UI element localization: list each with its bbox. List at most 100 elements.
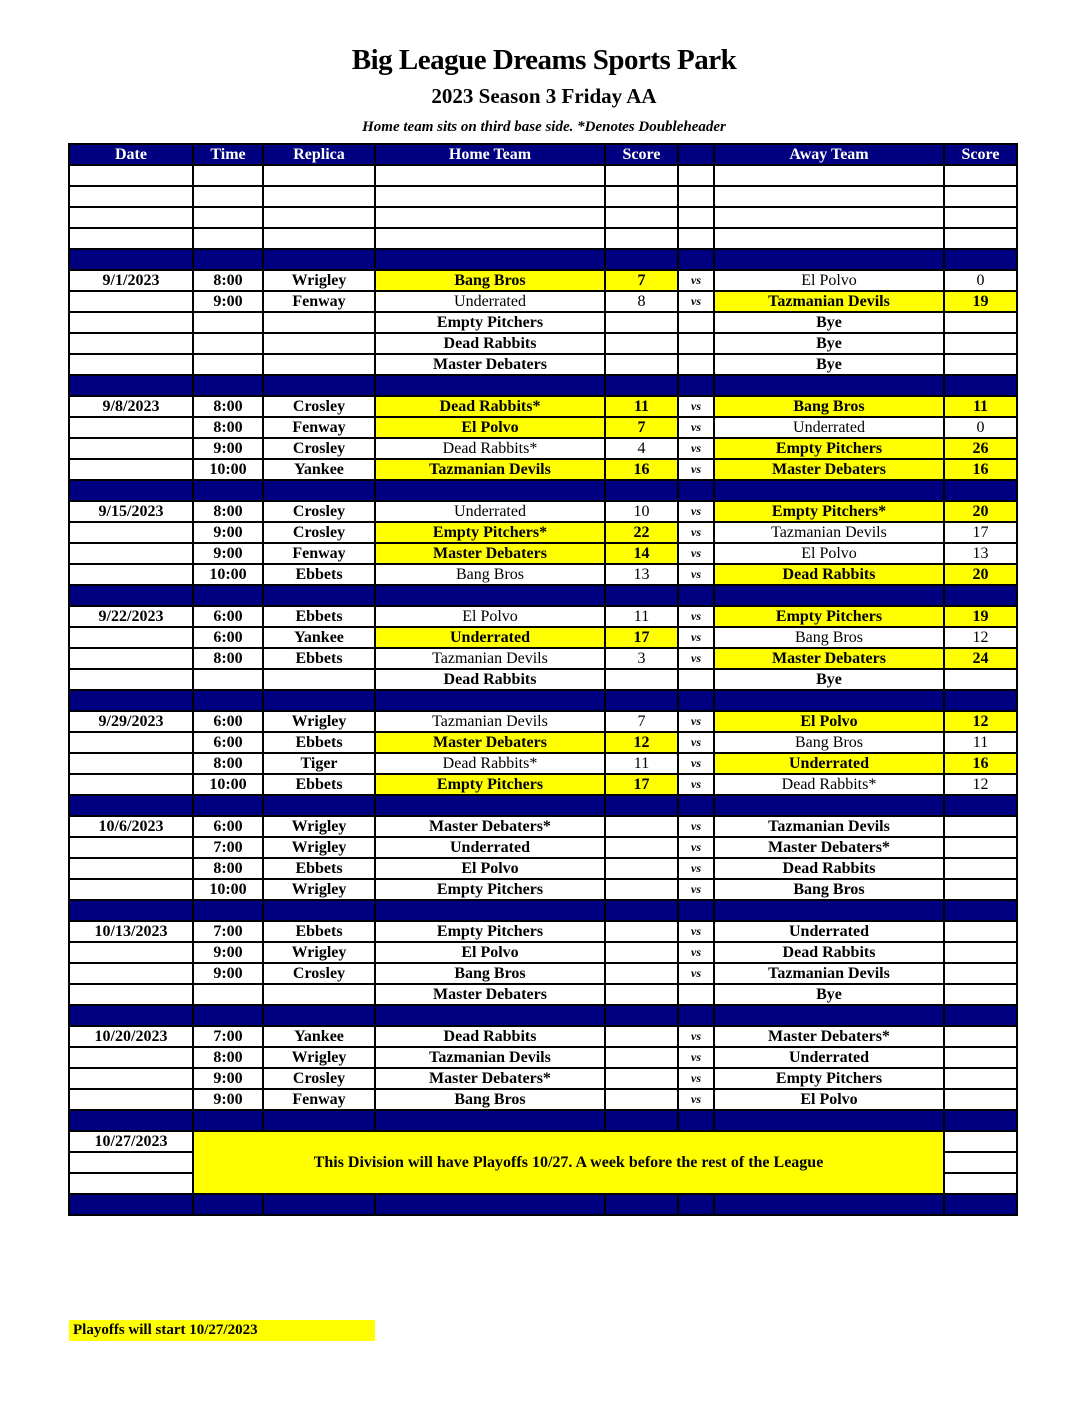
blank-row [68, 206, 1018, 229]
replica-cell: Ebbets [262, 647, 376, 670]
date-cell [68, 668, 194, 691]
time-cell: 9:00 [192, 1088, 264, 1111]
separator-cell [192, 689, 264, 712]
separator-cell [374, 479, 606, 502]
time-cell: 8:00 [192, 395, 264, 418]
week-separator [68, 794, 1018, 817]
time-cell: 10:00 [192, 458, 264, 481]
game-row: Dead Rabbits Bye [68, 332, 1018, 355]
separator-cell [192, 1109, 264, 1132]
separator-cell [943, 794, 1018, 817]
home-score-cell: 11 [604, 395, 679, 418]
replica-cell: Fenway [262, 1088, 376, 1111]
game-row: 10/13/2023 7:00 Ebbets Empty Pitchers vs Unde… [68, 920, 1018, 943]
separator-cell [713, 794, 945, 817]
time-cell: 6:00 [192, 731, 264, 754]
home-team-cell: El Polvo [374, 857, 606, 880]
home-score-cell: 7 [604, 416, 679, 439]
replica-cell: Wrigley [262, 941, 376, 964]
date-cell: 10/20/2023 [68, 1025, 194, 1048]
date-cell [68, 983, 194, 1006]
vs-cell [677, 311, 715, 334]
date-cell [68, 626, 194, 649]
away-score-cell [943, 878, 1018, 901]
game-row: 10:00 Yankee Tazmanian Devils 16 vs Master De… [68, 458, 1018, 481]
date-cell [68, 731, 194, 754]
empty-cell [713, 206, 945, 229]
time-cell: 9:00 [192, 521, 264, 544]
away-score-cell: 16 [943, 458, 1018, 481]
blank-row [68, 164, 1018, 187]
vs-cell: vs [677, 962, 715, 985]
separator-cell [943, 1193, 1018, 1216]
separator-cell [192, 374, 264, 397]
home-score-cell [604, 1025, 679, 1048]
separator-cell [374, 794, 606, 817]
home-team-cell: Empty Pitchers [374, 311, 606, 334]
replica-cell: Wrigley [262, 878, 376, 901]
replica-cell: Fenway [262, 416, 376, 439]
empty-cell [192, 164, 264, 187]
away-team-cell: Bang Bros [713, 395, 945, 418]
separator-cell [68, 899, 194, 922]
column-header-away-team: Away Team [713, 143, 945, 166]
separator-cell [677, 584, 715, 607]
separator-cell [604, 1004, 679, 1027]
separator-cell [604, 689, 679, 712]
home-score-cell [604, 332, 679, 355]
home-score-cell [604, 815, 679, 838]
separator-cell [943, 1109, 1018, 1132]
separator-cell [713, 689, 945, 712]
date-cell: 9/29/2023 [68, 710, 194, 733]
time-cell: 8:00 [192, 416, 264, 439]
away-score-cell [943, 983, 1018, 1006]
game-row: 9:00 Crosley Dead Rabbits* 4 vs Empty Pitcher… [68, 437, 1018, 460]
away-score-cell [943, 836, 1018, 859]
time-cell: 9:00 [192, 542, 264, 565]
empty-cell [677, 185, 715, 208]
away-team-cell: Dead Rabbits [713, 857, 945, 880]
replica-cell: Wrigley [262, 836, 376, 859]
date-cell: 10/27/2023 [68, 1130, 194, 1153]
time-cell: 6:00 [192, 710, 264, 733]
vs-cell: vs [677, 710, 715, 733]
home-team-cell: Dead Rabbits* [374, 437, 606, 460]
home-team-cell: Empty Pitchers [374, 920, 606, 943]
home-score-cell [604, 1088, 679, 1111]
separator-cell [262, 1109, 376, 1132]
away-score-cell: 0 [943, 269, 1018, 292]
away-team-cell: Master Debaters* [713, 1025, 945, 1048]
blank-row [68, 227, 1018, 250]
vs-cell: vs [677, 647, 715, 670]
time-cell: 9:00 [192, 290, 264, 313]
vs-cell: vs [677, 836, 715, 859]
empty-cell [677, 206, 715, 229]
playoff-row: 10/27/2023 This Division will have Playof… [68, 1130, 1018, 1195]
separator-cell [262, 1193, 376, 1216]
separator-cell [192, 794, 264, 817]
away-team-cell: Master Debaters* [713, 836, 945, 859]
game-row: 10:00 Ebbets Bang Bros 13 vs Dead Rabbits 20 [68, 563, 1018, 586]
empty-cell [192, 185, 264, 208]
away-team-cell: Underrated [713, 1046, 945, 1069]
home-score-cell: 11 [604, 752, 679, 775]
replica-cell [262, 332, 376, 355]
home-team-cell: Empty Pitchers [374, 773, 606, 796]
time-cell [192, 983, 264, 1006]
home-team-cell: Underrated [374, 290, 606, 313]
separator-cell [943, 899, 1018, 922]
away-score-cell: 20 [943, 563, 1018, 586]
game-row: 9/29/2023 6:00 Wrigley Tazmanian Devils 7 vs E… [68, 710, 1018, 733]
date-cell [68, 878, 194, 901]
away-score-cell [943, 815, 1018, 838]
header-row: Date Time Replica Home Team Score Away Team Sc… [68, 143, 1018, 166]
home-score-cell [604, 836, 679, 859]
game-row: 6:00 Ebbets Master Debaters 12 vs Bang Bros 11 [68, 731, 1018, 754]
home-team-cell: Empty Pitchers [374, 878, 606, 901]
separator-cell [677, 899, 715, 922]
replica-cell: Ebbets [262, 563, 376, 586]
home-team-cell: Bang Bros [374, 563, 606, 586]
home-score-cell [604, 920, 679, 943]
time-cell: 10:00 [192, 878, 264, 901]
away-score-cell: 12 [943, 626, 1018, 649]
